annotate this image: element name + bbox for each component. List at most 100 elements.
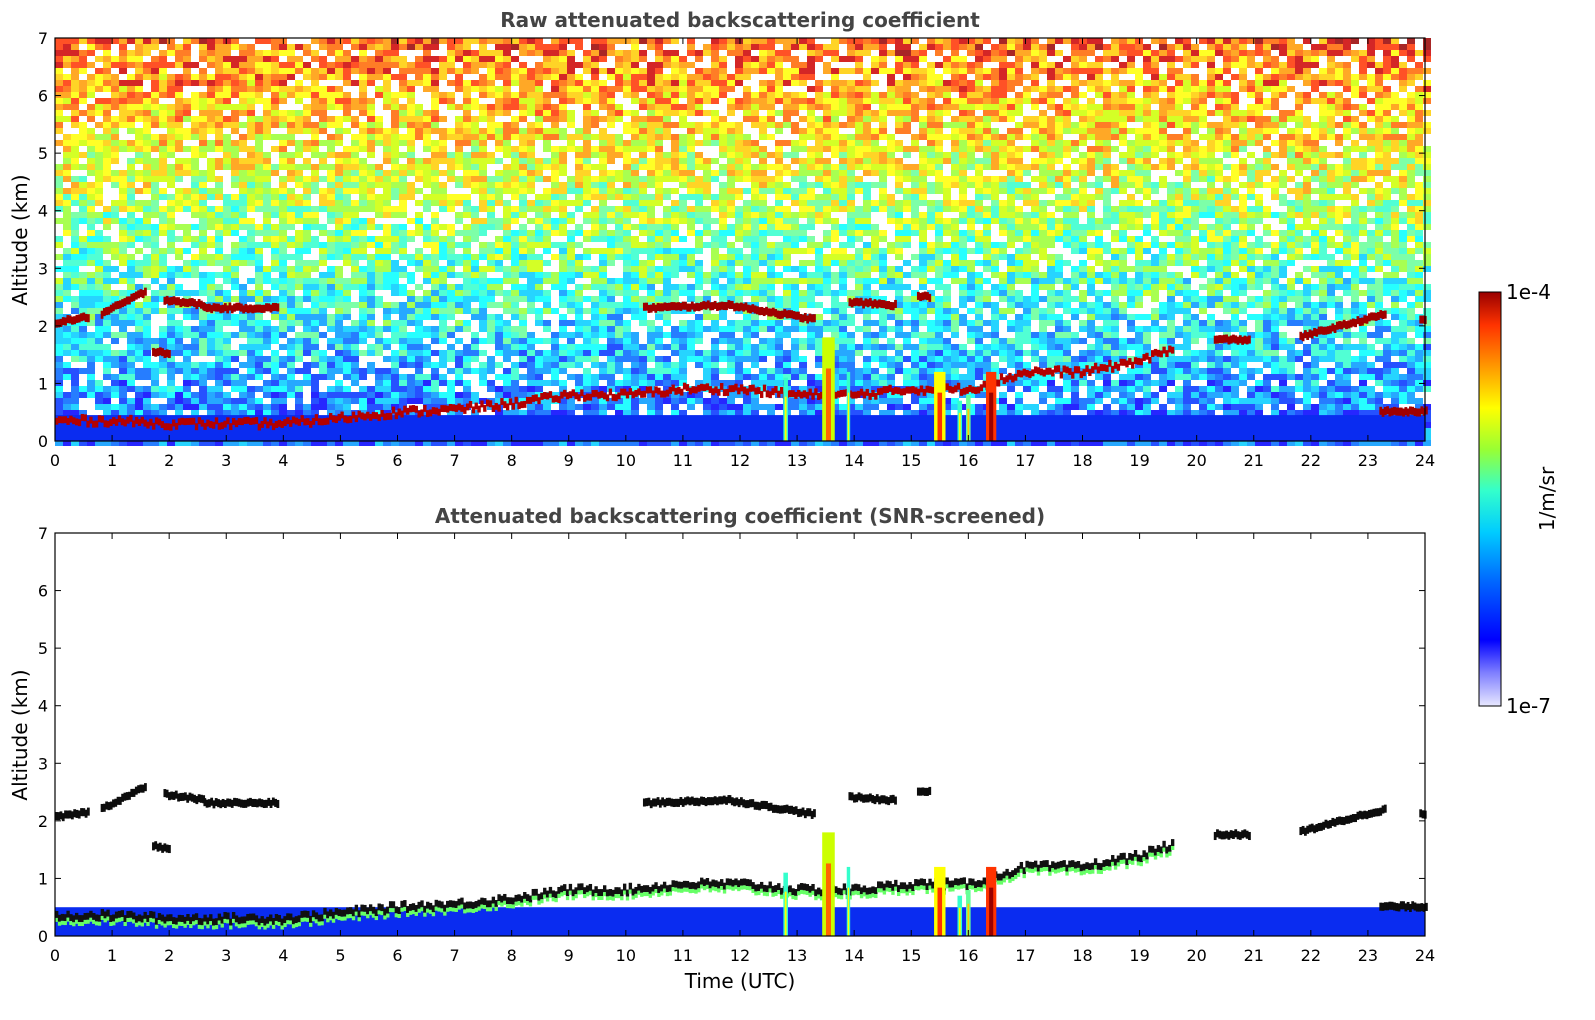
raw-noise-cell (1335, 182, 1343, 188)
raw-noise-cell (559, 188, 567, 194)
raw-noise-cell (1367, 134, 1375, 140)
raw-noise-cell (1335, 44, 1343, 50)
raw-noise-cell (263, 62, 271, 68)
raw-noise-cell (1103, 164, 1111, 170)
raw-noise-cell (1279, 68, 1287, 74)
raw-noise-cell (135, 218, 143, 224)
raw-noise-cell (175, 164, 183, 170)
raw-noise-cell (455, 182, 463, 188)
raw-noise-cell (615, 140, 623, 146)
raw-noise-cell (383, 62, 391, 68)
raw-noise-cell (927, 134, 935, 140)
raw-noise-cell (1055, 68, 1063, 74)
raw-noise-cell (431, 56, 439, 62)
raw-noise-cell (1151, 98, 1159, 104)
raw-noise-cell (127, 50, 135, 56)
raw-noise-cell (639, 98, 647, 104)
raw-noise-cell (95, 74, 103, 80)
raw-noise-cell (207, 38, 215, 44)
raw-noise-cell (527, 44, 535, 50)
raw-noise-cell (767, 68, 775, 74)
raw-noise-cell (311, 50, 319, 56)
raw-noise-cell (903, 206, 911, 212)
raw-noise-cell (927, 170, 935, 176)
raw-noise-cell (903, 80, 911, 86)
raw-noise-cell (1079, 116, 1087, 122)
raw-noise-cell (671, 158, 679, 164)
raw-noise-cell (967, 206, 975, 212)
raw-noise-cell (1071, 56, 1079, 62)
raw-noise-cell (1071, 200, 1079, 206)
raw-noise-cell (495, 224, 503, 230)
raw-noise-cell (191, 164, 199, 170)
raw-noise-cell (631, 200, 639, 206)
raw-noise-cell (615, 116, 623, 122)
raw-noise-cell (439, 152, 447, 158)
raw-noise-cell (119, 248, 127, 254)
raw-noise-cell (415, 128, 423, 134)
raw-noise-cell (1111, 122, 1119, 128)
raw-noise-cell (1327, 44, 1335, 50)
raw-noise-cell (207, 74, 215, 80)
raw-noise-cell (655, 122, 663, 128)
raw-noise-cell (1151, 62, 1159, 68)
raw-noise-cell (119, 230, 127, 236)
raw-noise-cell (511, 248, 519, 254)
raw-noise-cell (623, 248, 631, 254)
raw-noise-cell (447, 242, 455, 248)
raw-noise-cell (295, 248, 303, 254)
raw-noise-cell (319, 140, 327, 146)
raw-noise-cell (687, 176, 695, 182)
raw-noise-cell (503, 164, 511, 170)
raw-noise-cell (351, 164, 359, 170)
raw-noise-cell (967, 134, 975, 140)
raw-noise-cell (767, 50, 775, 56)
raw-noise-cell (287, 218, 295, 224)
raw-noise-cell (695, 182, 703, 188)
raw-noise-cell (167, 74, 175, 80)
raw-noise-cell (1015, 194, 1023, 200)
raw-noise-cell (1415, 212, 1423, 218)
raw-noise-cell (167, 200, 175, 206)
raw-noise-cell (343, 68, 351, 74)
raw-noise-cell (623, 80, 631, 86)
raw-noise-cell (175, 248, 183, 254)
raw-noise-cell (647, 242, 655, 248)
raw-noise-cell (543, 218, 551, 224)
raw-noise-cell (967, 80, 975, 86)
raw-noise-cell (63, 206, 71, 212)
raw-noise-cell (423, 194, 431, 200)
raw-noise-cell (1239, 212, 1247, 218)
raw-noise-cell (415, 224, 423, 230)
raw-noise-cell (455, 200, 463, 206)
raw-noise-cell (1423, 164, 1431, 170)
raw-noise-cell (1159, 224, 1167, 230)
raw-noise-cell (1167, 116, 1175, 122)
raw-noise-cell (951, 116, 959, 122)
raw-noise-cell (495, 92, 503, 98)
raw-noise-cell (1151, 242, 1159, 248)
raw-noise-cell (1111, 212, 1119, 218)
raw-noise-cell (295, 236, 303, 242)
raw-noise-cell (759, 230, 767, 236)
raw-noise-cell (1127, 62, 1135, 68)
raw-noise-cell (487, 104, 495, 110)
raw-noise-cell (903, 44, 911, 50)
raw-noise-cell (215, 74, 223, 80)
raw-noise-cell (327, 44, 335, 50)
raw-noise-cell (247, 230, 255, 236)
raw-noise-cell (1271, 86, 1279, 92)
raw-noise-cell (815, 50, 823, 56)
raw-noise-cell (1055, 152, 1063, 158)
raw-noise-cell (263, 200, 271, 206)
raw-noise-cell (103, 116, 111, 122)
raw-noise-cell (671, 236, 679, 242)
raw-noise-cell (935, 110, 943, 116)
raw-noise-cell (55, 62, 63, 68)
raw-noise-cell (1415, 62, 1423, 68)
raw-noise-cell (271, 230, 279, 236)
raw-noise-cell (591, 134, 599, 140)
raw-noise-cell (951, 80, 959, 86)
raw-noise-cell (263, 218, 271, 224)
raw-noise-cell (175, 200, 183, 206)
